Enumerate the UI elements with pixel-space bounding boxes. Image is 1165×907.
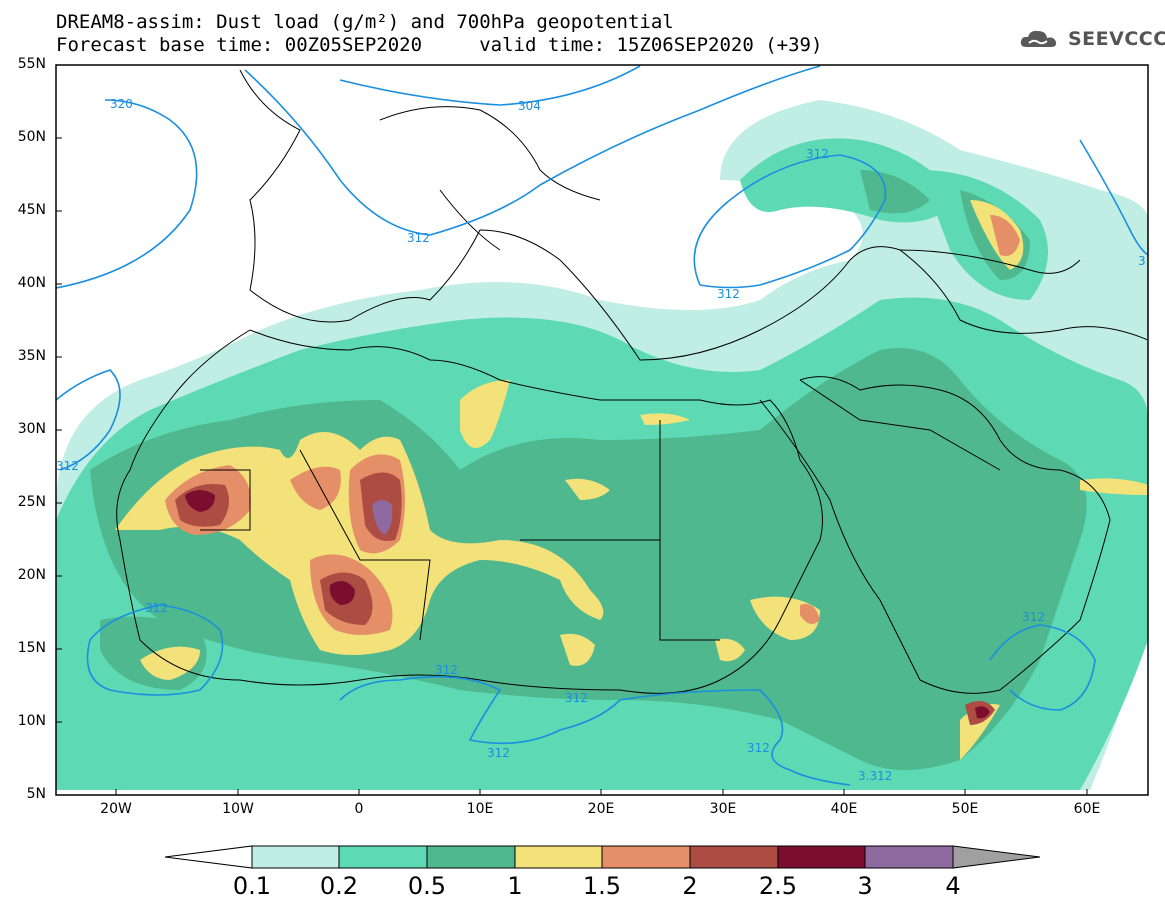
contour-label: 312	[487, 746, 510, 760]
colorbar-label: 1	[507, 872, 523, 900]
colorbar-swatch	[338, 845, 428, 869]
lat-label: 25N	[17, 494, 46, 510]
contour-label: 312	[1022, 610, 1045, 624]
lat-label: 55N	[17, 56, 46, 72]
contour-label: 3	[1138, 254, 1146, 268]
lat-label: 10N	[17, 713, 46, 729]
lon-label: 10E	[466, 801, 494, 817]
colorbar-swatch	[601, 845, 691, 869]
lon-label: 20E	[587, 801, 615, 817]
contour-labels: 320 304 312 312 312 312 312 312 312 312 …	[56, 97, 1146, 783]
colorbar-label: 2.5	[758, 872, 798, 900]
contour-label: 304	[518, 99, 541, 113]
geopotential-contours	[56, 65, 1148, 786]
seevccc-logo: SEEVCCC	[1018, 26, 1165, 52]
dust-level-25-region	[185, 490, 990, 719]
colorbar-label: 0.5	[407, 872, 447, 900]
colorbar-swatch	[251, 845, 340, 869]
lat-label: 35N	[17, 348, 46, 364]
lon-label: 20W	[100, 801, 132, 817]
logo-text: SEEVCCC	[1068, 28, 1165, 50]
lat-label: 30N	[17, 421, 46, 437]
cloud-logo-icon	[1020, 30, 1057, 47]
lat-label: 40N	[17, 275, 46, 291]
country-borders	[116, 69, 1148, 694]
lon-label: 40E	[830, 801, 858, 817]
lon-label: 10W	[222, 801, 254, 817]
colorbar-label: 0.1	[232, 872, 272, 900]
lat-label: 50N	[17, 129, 46, 145]
lat-label: 15N	[17, 640, 46, 656]
colorbar-swatch	[864, 845, 954, 869]
contour-label: 312	[56, 459, 79, 473]
contour-label: 312	[806, 147, 829, 161]
colorbar-swatch	[689, 845, 779, 869]
contour-label: 312	[717, 287, 740, 301]
colorbar-swatch	[514, 845, 603, 869]
lon-label: 60E	[1073, 801, 1101, 817]
lat-label: 20N	[17, 567, 46, 583]
contour-label: 312	[747, 741, 770, 755]
contour-label: 320	[110, 97, 133, 111]
axis-ticks	[56, 64, 1088, 795]
colorbar-label: 4	[945, 872, 961, 900]
colorbar-label: 3	[857, 872, 873, 900]
map-title: DREAM8-assim: Dust load (g/m²) and 700hP…	[56, 11, 674, 33]
lat-label: 45N	[17, 202, 46, 218]
colorbar-swatch	[426, 845, 516, 869]
contour-label: 312	[435, 663, 458, 677]
colorbar-high-arrow	[952, 845, 1041, 869]
colorbar-label: 0.2	[319, 872, 359, 900]
contour-label: 312	[565, 691, 588, 705]
colorbar	[164, 845, 1041, 869]
lon-label: 50E	[951, 801, 979, 817]
contour-label: 3.312	[858, 769, 892, 783]
colorbar-low-arrow	[164, 845, 253, 869]
dust-level-3-region	[372, 500, 393, 535]
lon-label: 30E	[709, 801, 737, 817]
lon-label: 0	[354, 801, 364, 817]
colorbar-label: 2	[682, 872, 698, 900]
contour-label: 312	[407, 231, 430, 245]
contour-label: 312	[145, 601, 168, 615]
colorbar-label: 1.5	[582, 872, 622, 900]
lat-label: 5N	[26, 786, 46, 802]
forecast-time-subtitle: Forecast base time: 00Z05SEP2020 valid t…	[56, 34, 823, 56]
colorbar-swatch	[777, 845, 866, 869]
